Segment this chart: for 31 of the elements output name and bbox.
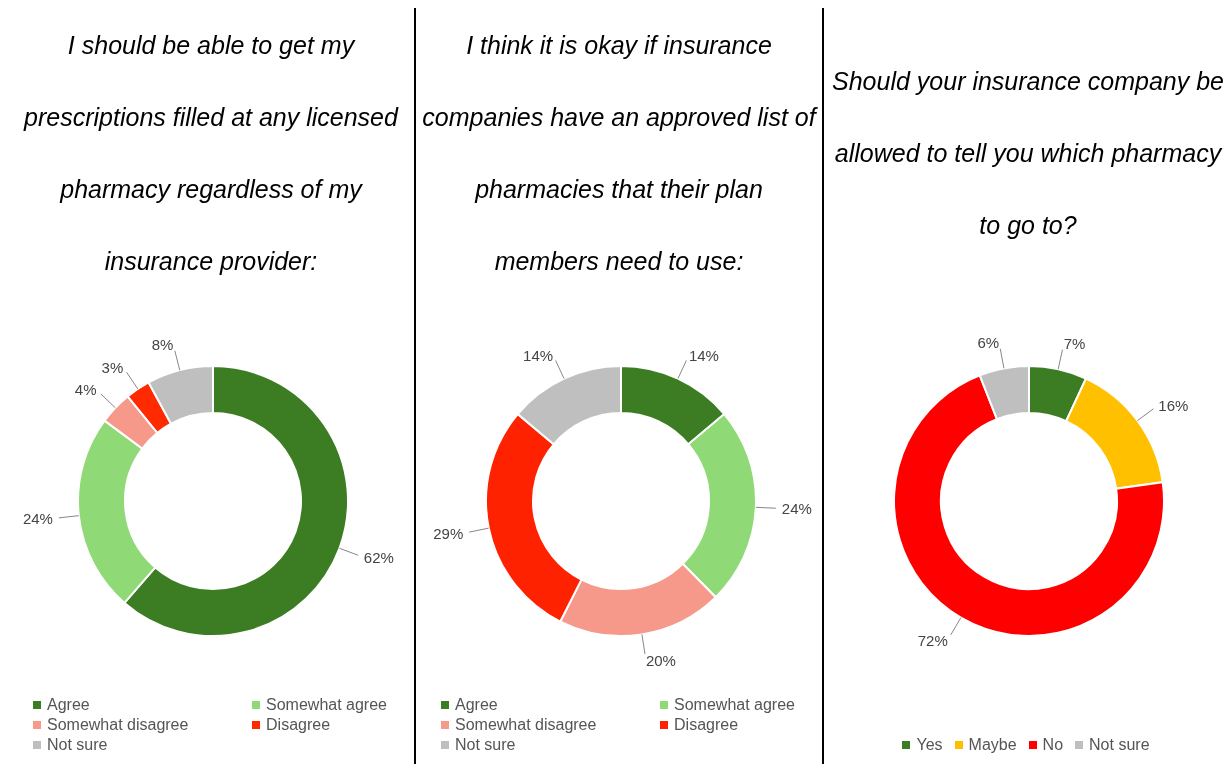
legend-label: Agree (455, 696, 498, 714)
data-label: 7% (1063, 335, 1086, 353)
data-label: 29% (433, 524, 464, 542)
chart-title: Should your insurance company be allowed to tell you which pharmacy to go to? (832, 67, 1224, 239)
data-label: 72% (917, 631, 948, 649)
data-label: 4% (74, 381, 97, 399)
legend-label: No (1042, 736, 1064, 754)
data-label: 14% (523, 346, 554, 364)
legend-label: Somewhat disagree (455, 716, 597, 734)
legend-label: Disagree (266, 716, 331, 734)
data-label: 6% (977, 334, 1000, 352)
data-label: 24% (22, 509, 53, 527)
data-label: 16% (1158, 396, 1189, 414)
chart-title: I think it is okay if insurance companies have an approved list of pharmacies that their plan members need to use: (422, 31, 816, 275)
legend-label: Somewhat agree (674, 696, 795, 714)
chart-title: I should be able to get my prescriptions filled at any licensed pharmacy regardless of my insurance provider: (24, 31, 398, 275)
legend-label: Somewhat agree (266, 696, 387, 714)
legend-label: Disagree (674, 716, 739, 734)
legend-label: Somewhat disagree (47, 716, 189, 734)
data-label: 24% (781, 500, 812, 518)
data-label: 8% (151, 336, 174, 354)
legend-label: Not sure (455, 736, 516, 754)
legend-label: Not sure (1089, 736, 1150, 754)
data-label: 14% (688, 346, 719, 364)
legend-label: Agree (47, 696, 90, 714)
data-label: 3% (101, 358, 124, 376)
data-label: 62% (363, 548, 394, 566)
legend-label: Not sure (47, 736, 108, 754)
data-label: 20% (645, 651, 676, 669)
legend-label: Maybe (968, 736, 1017, 754)
legend-label: Yes (916, 736, 943, 754)
